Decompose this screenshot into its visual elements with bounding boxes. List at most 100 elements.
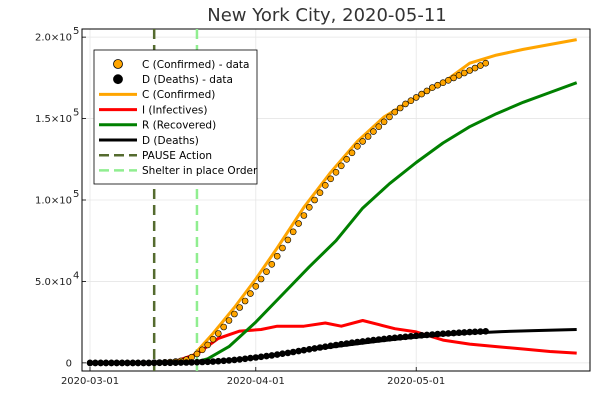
data-point [407,97,415,104]
data-point [471,328,479,336]
data-point [215,330,222,337]
data-point [439,79,447,86]
data-point [370,128,377,135]
data-point [268,352,276,359]
data-point [247,290,254,297]
chart-title: New York City, 2020-05-11 [207,5,446,26]
data-point [450,74,458,82]
data-point [199,346,206,354]
data-point [434,81,441,89]
data-point [412,94,420,101]
data-point [434,330,441,338]
data-point [295,220,302,227]
legend-box [93,49,258,185]
data-point [305,204,313,211]
y-tick-label: 0 [66,358,72,369]
data-point [311,345,318,352]
data-point [284,236,292,244]
data-point [231,310,238,318]
data-point [482,327,490,335]
y-tick-label: 1.5×10 [35,114,72,125]
data-point [460,329,468,336]
data-point [402,333,409,341]
data-point [455,72,463,79]
legend-label: Shelter in place Order [142,165,258,177]
data-point [295,347,302,355]
data-point [375,123,383,130]
data-point [257,353,265,361]
data-point [193,350,201,358]
data-point [102,359,110,367]
data-point [354,143,361,150]
data-point [316,189,324,196]
data-point [268,260,276,268]
data-point [391,334,399,342]
legend-label: R (Recovered) [142,120,216,132]
legend-label: D (Deaths) [142,135,199,147]
data-point [247,354,254,362]
series-line-r-recovered- [90,81,578,365]
data-point [124,359,131,367]
x-axis: 2020-03-01 2020-04-01 2020-05-01 [61,367,445,387]
data-point [423,87,431,95]
data-point [380,335,388,343]
data-point [482,59,490,67]
data-point [236,356,243,363]
data-point [300,346,308,354]
data-point [359,338,367,345]
data-point [225,317,233,324]
data-point [113,359,120,367]
data-point [343,156,351,163]
data-point [428,84,436,91]
data-point [444,77,452,84]
data-point [418,90,425,98]
data-point [359,138,367,145]
legend-label: C (Confirmed) [142,89,215,101]
data-point [332,169,340,176]
data-point [199,358,206,366]
data-point [321,182,329,189]
data-point [215,357,222,365]
data-point [337,340,345,348]
y-tick-exponent: 5 [73,189,79,200]
data-point [220,323,227,331]
data-point [300,212,308,219]
data-point [289,228,297,236]
data-point [145,359,153,367]
legend-label: C (Confirmed) - data [142,59,250,71]
data-point [311,196,318,204]
data-point [348,339,356,347]
legend-label: D (Deaths) - data [142,74,233,86]
y-tick-label: 1.0×10 [35,196,72,207]
legend-label: PAUSE Action [142,150,212,162]
x-tick-label: 2020-04-01 [227,376,285,387]
data-point [225,357,233,364]
data-point [460,69,468,77]
data-point [396,104,404,112]
data-point [386,113,393,121]
data-point [471,64,479,72]
data-point [177,359,185,366]
data-point [412,332,420,340]
y-tick-label: 2.0×10 [35,33,72,44]
x-tick-label: 2020-05-01 [387,376,445,387]
legend-label: I (Infectives) [142,104,208,116]
series-line-i-infectives- [90,319,577,365]
y-tick-exponent: 5 [73,108,79,119]
data-point [204,341,211,349]
data-point [364,133,372,140]
y-tick-exponent: 4 [73,270,79,281]
data-point [321,343,329,351]
data-point [273,351,281,358]
data-point [327,175,335,183]
data-point [273,252,281,260]
data-point [241,297,249,305]
data-point [402,100,409,108]
legend-marker [113,74,123,85]
y-tick-exponent: 5 [73,26,79,37]
data-point [257,275,265,283]
data-point [477,62,484,69]
data-point [370,336,377,344]
